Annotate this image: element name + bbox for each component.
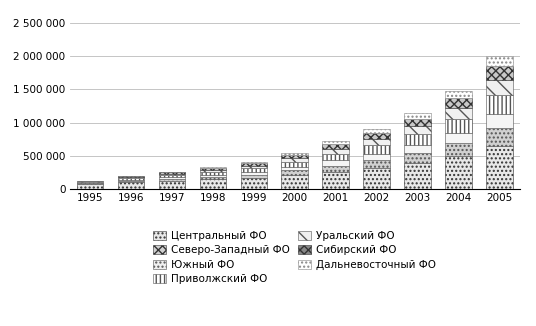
Bar xyxy=(241,178,267,189)
Bar xyxy=(281,158,308,162)
Bar xyxy=(486,114,513,128)
Bar xyxy=(199,167,226,168)
Bar xyxy=(445,119,472,133)
Bar xyxy=(199,172,226,174)
Bar xyxy=(404,153,431,163)
Bar xyxy=(486,56,513,66)
Bar xyxy=(486,66,513,80)
Bar xyxy=(118,181,144,182)
Bar xyxy=(241,168,267,172)
Bar xyxy=(118,178,144,180)
Bar xyxy=(199,168,226,170)
Bar xyxy=(486,146,513,189)
Bar xyxy=(363,145,390,154)
Bar xyxy=(445,133,472,143)
Bar xyxy=(323,166,349,172)
Bar xyxy=(159,177,185,179)
Bar xyxy=(118,176,144,177)
Bar xyxy=(404,134,431,145)
Bar xyxy=(118,182,144,189)
Bar xyxy=(363,160,390,168)
Bar xyxy=(77,184,103,189)
Bar xyxy=(323,149,349,154)
Bar xyxy=(323,141,349,144)
Bar xyxy=(199,170,226,172)
Bar xyxy=(159,175,185,177)
Bar xyxy=(159,172,185,174)
Bar xyxy=(281,162,308,167)
Bar xyxy=(323,160,349,166)
Bar xyxy=(445,91,472,98)
Bar xyxy=(118,180,144,181)
Bar xyxy=(77,182,103,183)
Bar xyxy=(323,172,349,189)
Bar xyxy=(363,133,390,139)
Bar xyxy=(199,174,226,177)
Bar xyxy=(323,144,349,149)
Bar xyxy=(404,145,431,153)
Bar xyxy=(159,171,185,172)
Bar xyxy=(363,154,390,160)
Bar xyxy=(241,163,267,166)
Bar xyxy=(363,129,390,133)
Bar xyxy=(486,80,513,95)
Bar xyxy=(281,153,308,155)
Bar xyxy=(404,113,431,119)
Bar xyxy=(363,139,390,145)
Bar xyxy=(241,172,267,175)
Bar xyxy=(404,119,431,126)
Bar xyxy=(281,175,308,189)
Bar xyxy=(404,163,431,189)
Bar xyxy=(404,126,431,134)
Bar xyxy=(445,143,472,156)
Bar xyxy=(486,128,513,146)
Bar xyxy=(241,166,267,168)
Bar xyxy=(445,156,472,189)
Bar xyxy=(159,181,185,189)
Bar xyxy=(159,174,185,175)
Bar xyxy=(118,177,144,178)
Legend: Центральный ФО, Северо-Западный ФО, Южный ФО, Приволжский ФО, Уральский ФО, Сиби: Центральный ФО, Северо-Западный ФО, Южны… xyxy=(150,227,440,288)
Bar xyxy=(77,181,103,182)
Bar xyxy=(445,98,472,108)
Bar xyxy=(281,167,308,170)
Bar xyxy=(486,95,513,114)
Bar xyxy=(363,168,390,189)
Bar xyxy=(241,161,267,163)
Bar xyxy=(77,183,103,184)
Bar xyxy=(199,179,226,189)
Bar xyxy=(323,154,349,160)
Bar xyxy=(281,155,308,158)
Bar xyxy=(159,179,185,181)
Bar xyxy=(281,170,308,175)
Bar xyxy=(241,175,267,178)
Bar xyxy=(445,108,472,119)
Bar xyxy=(199,177,226,179)
